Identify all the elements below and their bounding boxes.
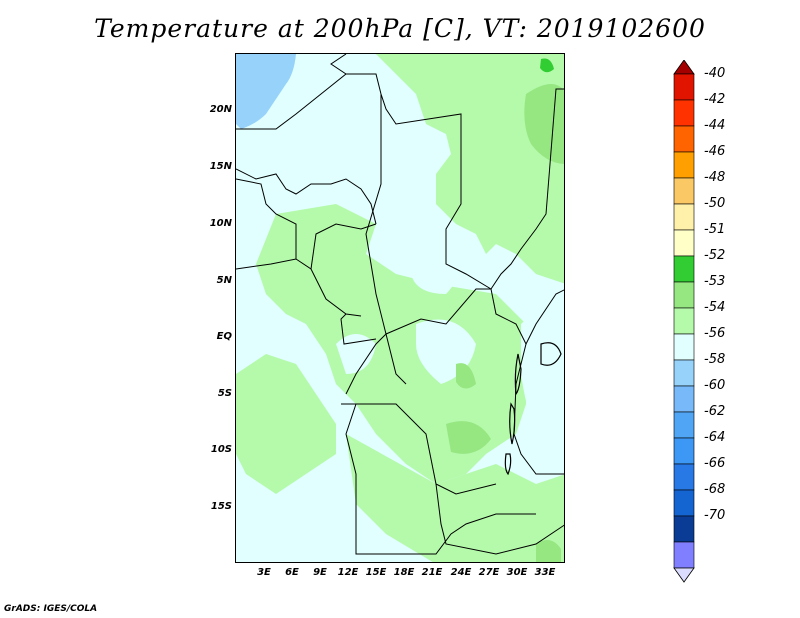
colorbar-box bbox=[673, 515, 695, 543]
field-spot-se bbox=[536, 540, 561, 562]
cold-region-nw bbox=[236, 54, 296, 129]
colorbar-label: -68 bbox=[704, 482, 726, 497]
colorbar-label: -40 bbox=[704, 66, 726, 81]
colorbar-box bbox=[673, 541, 695, 569]
map-svg bbox=[236, 54, 564, 562]
lat-label-5s: 5S bbox=[217, 388, 232, 399]
lon-label-6e: 6E bbox=[285, 567, 299, 578]
colorbar-label: -51 bbox=[704, 222, 726, 237]
colorbar-box bbox=[673, 99, 695, 127]
colorbar-bottom-arrow bbox=[673, 567, 695, 583]
colorbar-box bbox=[673, 463, 695, 491]
colorbar-label: -58 bbox=[704, 352, 726, 367]
colorbar-label: -42 bbox=[704, 92, 726, 107]
colorbar-label: -64 bbox=[704, 430, 726, 445]
lon-label-24e: 24E bbox=[450, 567, 472, 578]
lat-label-5n: 5N bbox=[216, 275, 232, 286]
lon-label-15e: 15E bbox=[365, 567, 387, 578]
lon-label-27e: 27E bbox=[478, 567, 500, 578]
lon-label-30e: 30E bbox=[506, 567, 528, 578]
field-region-central bbox=[256, 204, 526, 484]
colorbar-box bbox=[673, 255, 695, 283]
colorbar-box bbox=[673, 281, 695, 309]
colorbar-box bbox=[673, 411, 695, 439]
lon-label-3e: 3E bbox=[257, 567, 271, 578]
lon-label-33e: 33E bbox=[534, 567, 556, 578]
colorbar-box bbox=[673, 489, 695, 517]
lon-label-21e: 21E bbox=[421, 567, 443, 578]
colorbar-label: -48 bbox=[704, 170, 726, 185]
footer-credit: GrADS: IGES/COLA bbox=[4, 604, 98, 614]
lat-label-15n: 15N bbox=[209, 161, 232, 172]
colorbar-label: -50 bbox=[704, 196, 726, 211]
lake-outlines bbox=[504, 342, 562, 476]
lat-label-eq: EQ bbox=[216, 331, 232, 342]
field-spot-s1 bbox=[446, 421, 491, 454]
lat-label-10s: 10S bbox=[210, 444, 232, 455]
field-spot-ne bbox=[524, 84, 564, 164]
colorbar-box bbox=[673, 437, 695, 465]
colorbar-box bbox=[673, 307, 695, 335]
colorbar-box bbox=[673, 203, 695, 231]
lon-label-9e: 9E bbox=[313, 567, 327, 578]
field-region-south bbox=[346, 434, 564, 562]
field-spot-s2 bbox=[456, 363, 476, 389]
lat-label-15s: 15S bbox=[210, 501, 232, 512]
cold-region-east bbox=[521, 304, 564, 454]
colorbar-box bbox=[673, 229, 695, 257]
colorbar-label: -70 bbox=[704, 508, 726, 523]
colorbar-label: -52 bbox=[704, 248, 726, 263]
colorbar-label: -66 bbox=[704, 456, 726, 471]
colorbar-label: -56 bbox=[704, 326, 726, 341]
field-region-north bbox=[376, 54, 564, 284]
field-spot-ne2 bbox=[540, 58, 554, 73]
field-region-west bbox=[236, 354, 336, 494]
colorbar-label: -46 bbox=[704, 144, 726, 159]
colorbar-box bbox=[673, 151, 695, 179]
colorbar-box bbox=[673, 73, 695, 101]
colorbar-label: -44 bbox=[704, 118, 726, 133]
colorbar-box bbox=[673, 333, 695, 361]
lat-label-10n: 10N bbox=[209, 218, 232, 229]
map-panel bbox=[235, 53, 565, 563]
lon-label-12e: 12E bbox=[337, 567, 359, 578]
lat-label-20n: 20N bbox=[209, 104, 232, 115]
lon-label-18e: 18E bbox=[393, 567, 415, 578]
colorbar-label: -60 bbox=[704, 378, 726, 393]
colorbar-box bbox=[673, 125, 695, 153]
colorbar-label: -54 bbox=[704, 300, 726, 315]
colorbar-box bbox=[673, 177, 695, 205]
country-borders bbox=[236, 54, 564, 555]
colorbar-label: -62 bbox=[704, 404, 726, 419]
colorbar-box bbox=[673, 385, 695, 413]
colorbar-top-arrow bbox=[673, 60, 695, 75]
colorbar bbox=[673, 60, 695, 583]
chart-title: Temperature at 200hPa [C], VT: 201910260… bbox=[94, 14, 706, 43]
colorbar-box bbox=[673, 359, 695, 387]
colorbar-label: -53 bbox=[704, 274, 726, 289]
